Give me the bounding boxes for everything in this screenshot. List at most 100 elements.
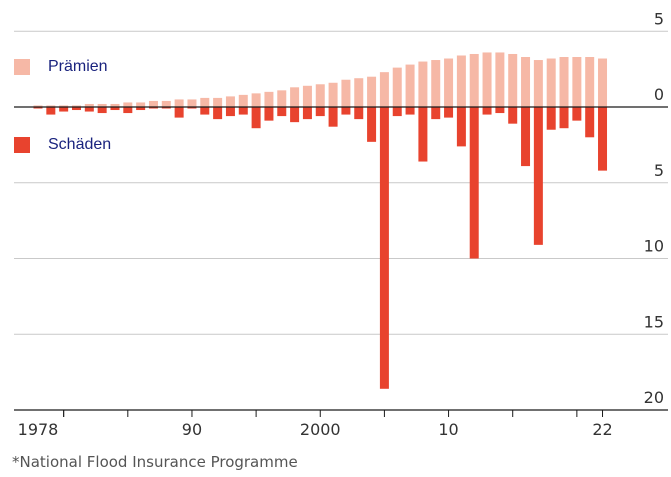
claims-bar (174, 107, 184, 118)
claims-bar (251, 107, 261, 129)
legend-label-premiums: Prämien (48, 58, 108, 75)
premium-bar (469, 53, 479, 107)
premium-bar (213, 97, 223, 107)
premium-bar (302, 85, 312, 107)
premium-bar (405, 64, 415, 107)
premium-bar (225, 96, 235, 107)
gridlines (14, 30, 668, 411)
claims-bar (392, 107, 402, 117)
claims-bar (238, 107, 248, 115)
claims-bar (533, 107, 543, 245)
claims-bar (444, 107, 454, 118)
claims-bar (97, 107, 107, 114)
premium-bar (379, 72, 389, 107)
claims-bar (187, 107, 197, 109)
premium-bar (521, 57, 531, 107)
claims-bar (341, 107, 351, 115)
claims-bar (71, 107, 81, 111)
x-tick-label: 22 (592, 420, 612, 439)
claims-bar (418, 107, 428, 162)
footnote: *National Flood Insurance Programme (12, 453, 298, 471)
premium-bar (59, 105, 69, 107)
claims-bar (431, 107, 441, 120)
claims-bar (148, 107, 158, 109)
premium-bar (392, 67, 402, 107)
x-tick-label: 10 (438, 420, 458, 439)
axes: 5 0 5 10 15 20 1978 90 2000 10 22 (14, 9, 668, 439)
premium-bar (456, 55, 466, 107)
premium-bar (482, 52, 492, 107)
premium-bar (495, 52, 505, 107)
claims-bar (84, 107, 94, 112)
claims-bar (495, 107, 505, 114)
premium-bar (508, 53, 518, 107)
premium-bar (97, 103, 107, 107)
claims-bar (405, 107, 415, 115)
premium-bar (200, 97, 210, 107)
premium-bar (238, 94, 248, 107)
bars (33, 52, 608, 389)
premium-bar (418, 61, 428, 107)
claims-bar (161, 107, 171, 109)
premium-bar (367, 76, 377, 107)
claims-bar (585, 107, 595, 138)
claims-bar (33, 107, 43, 109)
y-tick-label: 10 (644, 237, 664, 256)
premium-bar (354, 78, 364, 107)
claims-bar (456, 107, 466, 147)
claims-bar (367, 107, 377, 142)
premium-bar (341, 79, 351, 107)
x-tick-label: 90 (182, 420, 202, 439)
premium-bar (161, 100, 171, 107)
claims-bar (546, 107, 556, 130)
premium-bar (264, 91, 274, 107)
legend-swatch-claims (14, 137, 30, 153)
claims-bar (264, 107, 274, 121)
premium-bar (251, 93, 261, 107)
claims-bar (598, 107, 608, 171)
claims-bar (521, 107, 531, 167)
premium-bar (46, 105, 56, 107)
claims-bar (59, 107, 69, 112)
claims-bar (290, 107, 300, 123)
premium-bar (444, 58, 454, 107)
claims-bar (200, 107, 210, 115)
premium-bar (136, 102, 146, 107)
premium-bar (33, 105, 43, 107)
legend-swatch-premiums (14, 59, 30, 75)
legend-label-claims: Schäden (48, 136, 112, 153)
y-tick-label: 5 (654, 161, 664, 180)
y-tick-label: 0 (654, 85, 664, 104)
premium-bar (174, 99, 184, 107)
premium-bar (148, 100, 158, 107)
premium-bar (546, 58, 556, 107)
claims-bar (277, 107, 287, 117)
premium-bar (315, 84, 325, 107)
claims-bar (123, 107, 133, 114)
legend-premiums: Prämien (14, 58, 108, 76)
claims-bar (46, 107, 56, 115)
claims-bar (508, 107, 518, 124)
y-tick-label: 5 (654, 9, 664, 28)
x-tick-label: 2000 (300, 420, 341, 439)
premium-bar (431, 60, 441, 107)
claims-bar (559, 107, 569, 129)
premium-bar (328, 82, 338, 107)
claims-bar (110, 107, 120, 111)
claims-bar (328, 107, 338, 127)
claims-bar (379, 107, 389, 389)
claims-bar (354, 107, 364, 120)
claims-bar (482, 107, 492, 115)
claims-bar (469, 107, 479, 259)
premium-bar (290, 87, 300, 107)
premium-bar (585, 57, 595, 107)
premium-bar (277, 90, 287, 107)
y-tick-label: 15 (644, 312, 664, 331)
legend-claims: Schäden (14, 136, 111, 154)
claims-bar (302, 107, 312, 120)
y-tick-label: 20 (644, 388, 664, 407)
premium-bar (572, 57, 582, 107)
claims-bar (213, 107, 223, 120)
premium-bar (187, 99, 197, 107)
premium-bar (598, 58, 608, 107)
